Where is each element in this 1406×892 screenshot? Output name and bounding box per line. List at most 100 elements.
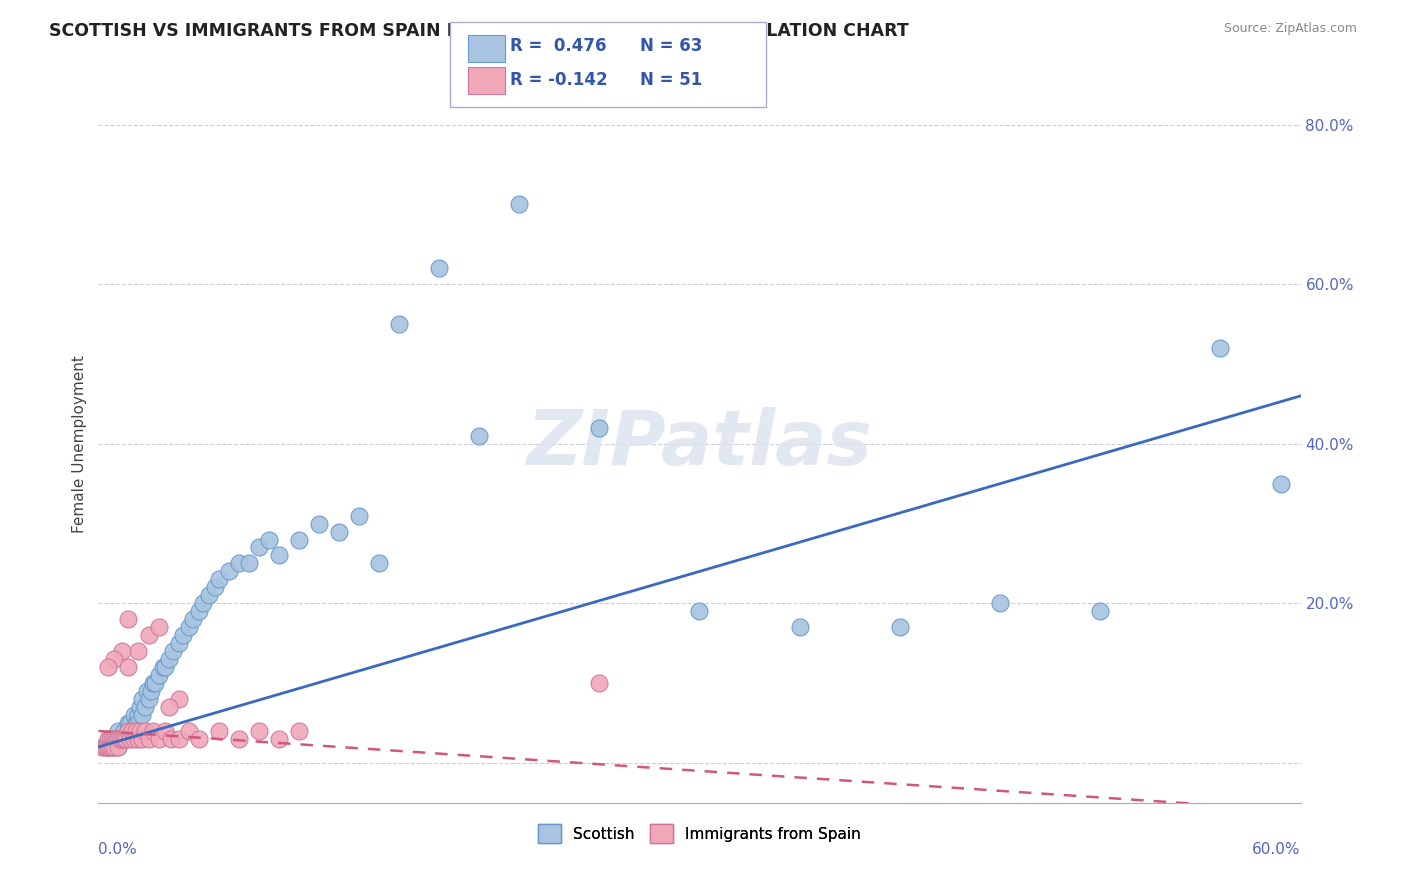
- Point: [157, 700, 180, 714]
- Point: [111, 644, 134, 658]
- Point: [125, 716, 148, 731]
- Point: [138, 628, 160, 642]
- Point: [688, 604, 710, 618]
- Point: [97, 731, 120, 746]
- Point: [128, 731, 150, 746]
- Point: [148, 668, 170, 682]
- Point: [167, 636, 190, 650]
- Point: [148, 620, 170, 634]
- Point: [103, 739, 125, 754]
- Point: [120, 731, 142, 746]
- Point: [208, 724, 231, 739]
- Point: [162, 644, 184, 658]
- Point: [115, 731, 138, 746]
- Point: [588, 676, 610, 690]
- Text: N = 63: N = 63: [640, 37, 702, 55]
- Point: [172, 628, 194, 642]
- Point: [111, 731, 134, 746]
- Point: [120, 716, 142, 731]
- Text: ZIPatlas: ZIPatlas: [526, 407, 873, 481]
- Point: [1088, 604, 1111, 618]
- Point: [167, 692, 190, 706]
- Point: [153, 724, 176, 739]
- Point: [988, 596, 1011, 610]
- Point: [121, 724, 143, 739]
- Point: [107, 739, 129, 754]
- Text: R =  0.476: R = 0.476: [510, 37, 607, 55]
- Point: [129, 700, 152, 714]
- Point: [107, 731, 129, 746]
- Text: N = 51: N = 51: [640, 71, 702, 89]
- Point: [187, 604, 209, 618]
- Point: [103, 731, 125, 746]
- Point: [117, 612, 139, 626]
- Text: Source: ZipAtlas.com: Source: ZipAtlas.com: [1223, 22, 1357, 36]
- Point: [114, 724, 136, 739]
- Point: [103, 652, 125, 666]
- Point: [105, 731, 128, 746]
- Point: [135, 684, 157, 698]
- Point: [100, 739, 122, 754]
- Point: [107, 739, 129, 754]
- Point: [93, 739, 115, 754]
- Point: [288, 724, 311, 739]
- Point: [97, 660, 120, 674]
- Point: [1209, 341, 1232, 355]
- Point: [177, 620, 200, 634]
- Point: [114, 731, 136, 746]
- Point: [129, 724, 152, 739]
- Point: [267, 731, 290, 746]
- Point: [789, 620, 811, 634]
- Point: [97, 739, 120, 754]
- Point: [131, 731, 153, 746]
- Point: [128, 716, 150, 731]
- Point: [267, 549, 290, 563]
- Point: [143, 676, 166, 690]
- Point: [97, 739, 120, 754]
- Point: [347, 508, 370, 523]
- Point: [91, 739, 114, 754]
- Point: [141, 676, 163, 690]
- Text: R = -0.142: R = -0.142: [510, 71, 607, 89]
- Point: [117, 724, 139, 739]
- Point: [111, 731, 134, 746]
- Point: [177, 724, 200, 739]
- Point: [117, 660, 139, 674]
- Point: [288, 533, 311, 547]
- Point: [125, 724, 148, 739]
- Point: [208, 573, 231, 587]
- Point: [110, 731, 132, 746]
- Point: [153, 660, 176, 674]
- Point: [257, 533, 280, 547]
- Point: [96, 739, 118, 754]
- Point: [308, 516, 330, 531]
- Point: [159, 731, 181, 746]
- Point: [139, 684, 162, 698]
- Legend: Scottish, Immigrants from Spain: Scottish, Immigrants from Spain: [531, 818, 868, 849]
- Point: [889, 620, 911, 634]
- Point: [105, 731, 128, 746]
- Point: [124, 708, 146, 723]
- Point: [141, 724, 163, 739]
- Point: [427, 261, 450, 276]
- Point: [101, 739, 124, 754]
- Point: [117, 716, 139, 731]
- Point: [138, 692, 160, 706]
- Point: [134, 700, 156, 714]
- Point: [388, 317, 411, 331]
- Point: [128, 644, 150, 658]
- Point: [181, 612, 204, 626]
- Point: [148, 731, 170, 746]
- Point: [247, 724, 270, 739]
- Point: [134, 724, 156, 739]
- Point: [218, 565, 240, 579]
- Point: [131, 692, 153, 706]
- Point: [228, 557, 250, 571]
- Point: [101, 731, 124, 746]
- Point: [328, 524, 350, 539]
- Text: SCOTTISH VS IMMIGRANTS FROM SPAIN FEMALE UNEMPLOYMENT CORRELATION CHART: SCOTTISH VS IMMIGRANTS FROM SPAIN FEMALE…: [49, 22, 908, 40]
- Point: [128, 708, 150, 723]
- Point: [191, 596, 214, 610]
- Point: [228, 731, 250, 746]
- Text: 0.0%: 0.0%: [98, 842, 138, 857]
